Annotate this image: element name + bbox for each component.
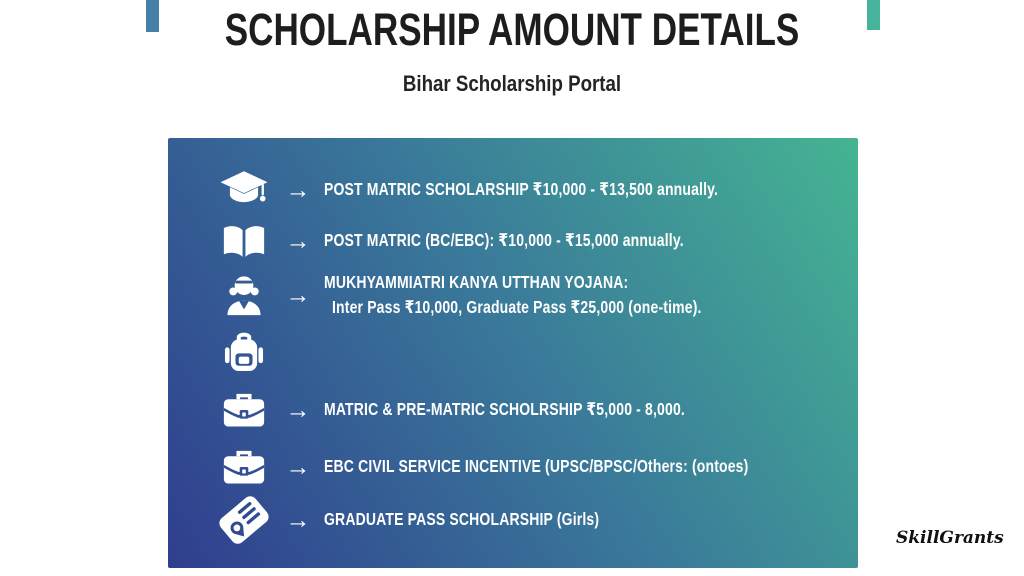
item-text: POST MATRIC SCHOLARSHIP ₹10,000 - ₹13,50… xyxy=(324,179,719,200)
scholarship-card: → POST MATRIC SCHOLARSHIP ₹10,000 - ₹13,… xyxy=(168,138,858,568)
briefcase-icon xyxy=(216,443,272,491)
arrow-icon: → xyxy=(285,505,311,534)
scholarship-item: → EBC CIVIL SERVICE INCENTIVE (UPSC/BPSC… xyxy=(216,443,855,491)
page-subtitle: Bihar Scholarship Portal xyxy=(402,71,622,96)
briefcase-icon xyxy=(216,386,272,434)
item-text: POST MATRIC (BC/EBC): ₹10,000 - ₹15,000 … xyxy=(324,230,684,251)
scholarship-item: → POST MATRIC SCHOLARSHIP ₹10,000 - ₹13,… xyxy=(216,166,817,214)
item-text: EBC CIVIL SERVICE INCENTIVE (UPSC/BPSC/O… xyxy=(324,456,749,477)
scholarship-item: → MATRIC & PRE-MATRIC SCHOLRSHIP ₹5,000 … xyxy=(216,386,775,434)
item-text: GRADUATE PASS SCHOLARSHIP (Girls) xyxy=(324,509,600,530)
id-ticket-icon xyxy=(216,496,272,544)
item-text: MATRIC & PRE-MATRIC SCHOLRSHIP ₹5,000 - … xyxy=(324,399,685,420)
arrow-icon: → xyxy=(285,452,311,481)
graduate-girl-icon xyxy=(216,271,272,319)
scholarship-item: → MUKHYAMMIATRI KANYA UTTHAN YOJANA: Int… xyxy=(216,270,796,321)
arrow-icon: → xyxy=(285,226,311,255)
page-title: SCHOLARSHIP AMOUNT DETAILS xyxy=(224,4,800,55)
accent-bar-right xyxy=(867,0,880,30)
backpack-icon xyxy=(216,328,272,376)
scholarship-item: → POST MATRIC (BC/EBC): ₹10,000 - ₹15,00… xyxy=(216,217,774,265)
watermark-skillgrants: SkillGrants xyxy=(896,528,1004,548)
scholarship-item xyxy=(216,328,272,376)
arrow-icon: → xyxy=(285,175,311,204)
accent-bar-left xyxy=(146,0,159,32)
arrow-icon: → xyxy=(285,280,311,309)
item-text-line2: Inter Pass ₹10,000, Graduate Pass ₹25,00… xyxy=(332,297,702,318)
arrow-icon: → xyxy=(285,395,311,424)
scholarship-item: → GRADUATE PASS SCHOLARSHIP (Girls) xyxy=(216,496,668,544)
item-text-line1: MUKHYAMMIATRI KANYA UTTHAN YOJANA: xyxy=(324,272,629,292)
open-book-icon xyxy=(216,217,272,265)
graduation-cap-icon xyxy=(216,166,272,214)
item-text: MUKHYAMMIATRI KANYA UTTHAN YOJANA: Inter… xyxy=(324,270,702,321)
